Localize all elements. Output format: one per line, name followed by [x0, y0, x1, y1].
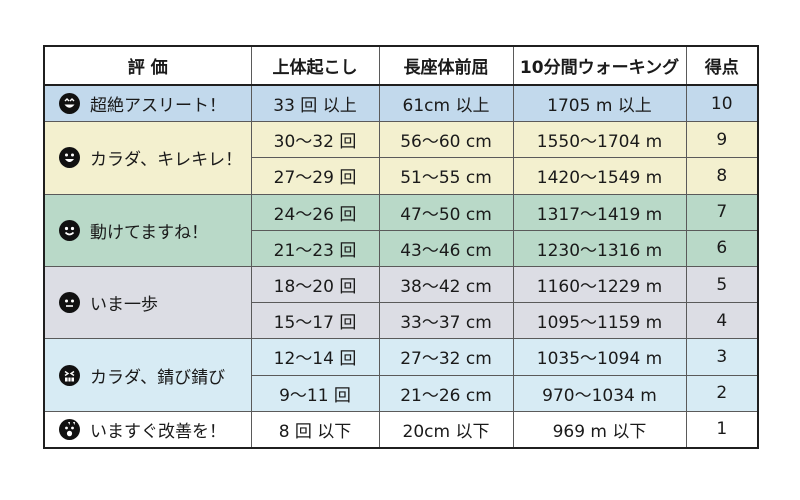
reach-cell: 27～32 cm — [378, 338, 514, 376]
walk-cell: 970～1034 m — [512, 374, 687, 412]
table-row: いますぐ改善を！ 8 回 以下 20cm 以下 969 m 以下 1 — [43, 410, 759, 449]
evaluation-label: カラダ、錆び錆び — [90, 367, 226, 388]
header-evaluation: 評 価 — [43, 45, 252, 86]
situp-cell: 30～32 回 — [250, 121, 380, 159]
walk-cell: 1420～1549 m — [512, 157, 687, 195]
walk-cell: 1035～1094 m — [512, 338, 687, 376]
walk-cell: 1095～1159 m — [512, 302, 687, 340]
reach-cell: 47～50 cm — [378, 193, 514, 231]
evaluation-label: 動けてますね！ — [90, 222, 209, 243]
walk-cell: 1160～1229 m — [512, 265, 687, 304]
score-cell: 10 — [685, 84, 759, 123]
evaluation-cell: 超絶アスリート！ — [43, 84, 252, 123]
score-cell: 2 — [685, 374, 759, 412]
reach-cell: 51～55 cm — [378, 157, 514, 195]
header-walking: 10分間ウォーキング — [512, 45, 687, 86]
walk-cell: 1230～1316 m — [512, 229, 687, 267]
score-cell: 1 — [685, 410, 759, 449]
reach-cell: 21～26 cm — [378, 374, 514, 412]
score-cell: 8 — [685, 157, 759, 195]
score-cell: 6 — [685, 229, 759, 267]
situp-cell: 9～11 回 — [250, 374, 380, 412]
grimace-face-icon — [59, 364, 80, 386]
score-cell: 5 — [685, 265, 759, 304]
situp-cell: 21～23 回 — [250, 229, 380, 267]
score-cell: 4 — [685, 302, 759, 340]
score-cell: 7 — [685, 193, 759, 231]
evaluation-label: いま一歩 — [90, 295, 158, 316]
table-row: カラダ、錆び錆び 12～14 回 27～32 cm 1035～1094 m 3 — [43, 338, 759, 412]
walk-cell: 1705 m 以上 — [512, 84, 687, 123]
walk-cell: 1317～1419 m — [512, 193, 687, 231]
fitness-score-table-container: 評 価 上体起こし 長座体前屈 10分間ウォーキング 得点 超絶アスリート！ 3… — [43, 45, 759, 449]
table-row: 9～11 回 21～26 cm 970～1034 m 2 — [44, 374, 759, 412]
table-row: 27～29 回 51～55 cm 1420～1549 m 8 — [44, 157, 759, 195]
table-row: いま一歩 18～20 回 38～42 cm 1160～1229 m 5 — [43, 265, 759, 340]
very-happy-face-icon — [59, 93, 80, 115]
header-score: 得点 — [685, 45, 759, 86]
situp-cell: 33 回 以上 — [250, 84, 380, 123]
evaluation-cell: 動けてますね！ — [43, 193, 252, 267]
table-row: 21～23 回 43～46 cm 1230～1316 m 6 — [44, 229, 759, 267]
evaluation-label: 超絶アスリート！ — [90, 96, 226, 117]
header-sit-and-reach: 長座体前屈 — [378, 45, 514, 86]
evaluation-cell: いますぐ改善を！ — [43, 410, 252, 449]
table-row: カラダ、キレキレ！ 30～32 回 56～60 cm 1550～1704 m 9 — [43, 121, 759, 195]
situp-cell: 8 回 以下 — [250, 410, 380, 449]
happy-face-icon — [59, 147, 80, 169]
neutral-face-icon — [59, 292, 80, 314]
situp-cell: 12～14 回 — [250, 338, 380, 376]
walk-cell: 969 m 以下 — [512, 410, 687, 449]
evaluation-cell: カラダ、キレキレ！ — [43, 121, 252, 195]
score-cell: 9 — [685, 121, 759, 159]
reach-cell: 61cm 以上 — [378, 84, 514, 123]
evaluation-cell: カラダ、錆び錆び — [43, 338, 252, 412]
reach-cell: 38～42 cm — [378, 265, 514, 304]
situp-cell: 27～29 回 — [250, 157, 380, 195]
table-row: 15～17 回 33～37 cm 1095～1159 m 4 — [44, 302, 759, 340]
reach-cell: 56～60 cm — [378, 121, 514, 159]
reach-cell: 20cm 以下 — [378, 410, 514, 449]
header-situp: 上体起こし — [250, 45, 380, 86]
score-cell: 3 — [685, 338, 759, 376]
shocked-face-icon — [59, 418, 80, 440]
situp-cell: 18～20 回 — [250, 265, 380, 304]
situp-cell: 15～17 回 — [250, 302, 380, 340]
fitness-score-table: 評 価 上体起こし 長座体前屈 10分間ウォーキング 得点 超絶アスリート！ 3… — [43, 45, 759, 449]
situp-cell: 24～26 回 — [250, 193, 380, 231]
smile-face-icon — [59, 219, 80, 241]
table-row: 動けてますね！ 24～26 回 47～50 cm 1317～1419 m 7 — [43, 193, 759, 267]
table-row: 超絶アスリート！ 33 回 以上 61cm 以上 1705 m 以上 10 — [43, 84, 759, 123]
evaluation-label: いますぐ改善を！ — [90, 421, 226, 442]
evaluation-cell: いま一歩 — [43, 265, 252, 340]
evaluation-label: カラダ、キレキレ！ — [90, 150, 243, 171]
reach-cell: 33～37 cm — [378, 302, 514, 340]
table-header-row: 評 価 上体起こし 長座体前屈 10分間ウォーキング 得点 — [43, 45, 759, 86]
reach-cell: 43～46 cm — [378, 229, 514, 267]
walk-cell: 1550～1704 m — [512, 121, 687, 159]
